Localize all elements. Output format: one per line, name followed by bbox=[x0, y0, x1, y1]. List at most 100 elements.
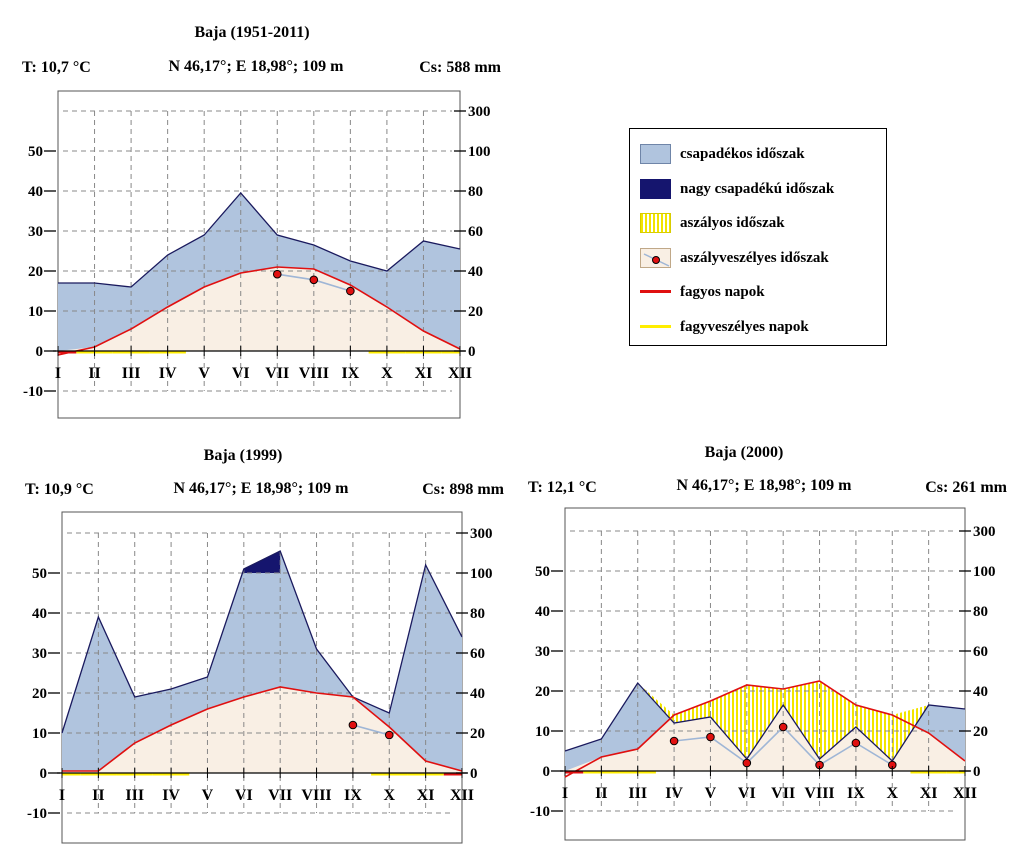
chart-title: Baja (1951-2011) bbox=[194, 24, 309, 41]
temperature-area bbox=[62, 687, 462, 773]
coordinates-label: N 46,17°; E 18,98°; 109 m bbox=[676, 477, 852, 494]
month-label-II: II bbox=[88, 365, 100, 382]
month-label-IX: IX bbox=[847, 785, 865, 802]
chart-baja-1999: Baja (1999) T: 10,9 °C N 46,17°; E 18,98… bbox=[25, 447, 505, 844]
left-tick-label--10: -10 bbox=[530, 804, 550, 820]
left-tick-label--10: -10 bbox=[27, 806, 47, 822]
right-tick-label-20: 20 bbox=[973, 724, 988, 740]
month-label-VI: VI bbox=[232, 365, 250, 382]
month-label-VII: VII bbox=[265, 365, 289, 382]
coordinates-label: N 46,17°; E 18,98°; 109 m bbox=[168, 58, 344, 75]
temperature-line bbox=[62, 686, 463, 772]
month-label-X: X bbox=[381, 365, 393, 382]
temperature-label: T: 10,7 °C bbox=[22, 59, 91, 76]
right-tick-label-80: 80 bbox=[973, 604, 988, 620]
month-label-V: V bbox=[202, 787, 214, 804]
drought-area bbox=[710, 685, 747, 759]
right-tick-label-300: 300 bbox=[973, 524, 996, 540]
right-tick-label-100: 100 bbox=[468, 144, 491, 160]
drought-area bbox=[855, 705, 893, 761]
month-label-VIII: VIII bbox=[299, 365, 329, 382]
drought-area bbox=[674, 701, 711, 723]
right-tick-label-300: 300 bbox=[470, 526, 493, 542]
precipitation-line bbox=[564, 681, 966, 763]
month-label-I: I bbox=[562, 785, 568, 802]
month-label-IV: IV bbox=[665, 785, 683, 802]
coordinates-label: N 46,17°; E 18,98°; 109 m bbox=[173, 480, 349, 497]
heavy-precipitation-area bbox=[243, 551, 281, 573]
month-label-V: V bbox=[705, 785, 717, 802]
month-label-II: II bbox=[595, 785, 607, 802]
frost-swatch bbox=[640, 282, 671, 302]
left-tick-label-40: 40 bbox=[28, 184, 43, 200]
risk-point-VIII bbox=[309, 275, 319, 285]
precipitation-line bbox=[58, 192, 461, 288]
risk-point-VII bbox=[778, 722, 788, 732]
left-tick-label-20: 20 bbox=[32, 686, 47, 702]
month-label-II: II bbox=[92, 787, 104, 804]
heavy-swatch bbox=[640, 179, 671, 199]
month-label-X: X bbox=[383, 787, 395, 804]
month-label-III: III bbox=[628, 785, 647, 802]
month-label-VII: VII bbox=[268, 787, 292, 804]
drought-area bbox=[746, 685, 784, 759]
left-tick-label-20: 20 bbox=[535, 684, 550, 700]
month-label-V: V bbox=[198, 365, 210, 382]
frostrisk-swatch bbox=[640, 317, 671, 337]
month-label-I: I bbox=[55, 365, 61, 382]
left-tick-label-30: 30 bbox=[32, 646, 47, 662]
left-tick-label-50: 50 bbox=[28, 144, 43, 160]
month-label-VII: VII bbox=[771, 785, 795, 802]
risk-point-V bbox=[706, 732, 715, 742]
left-tick-label-50: 50 bbox=[32, 566, 47, 582]
precipitation-label: Cs: 261 mm bbox=[925, 479, 1007, 496]
risk-point-X bbox=[384, 730, 394, 740]
month-label-XII: XII bbox=[448, 365, 472, 382]
month-label-I: I bbox=[59, 787, 65, 804]
left-tick-label-50: 50 bbox=[535, 564, 550, 580]
temperature-label: T: 12,1 °C bbox=[528, 479, 597, 496]
right-tick-label-80: 80 bbox=[470, 606, 485, 622]
chart-title: Baja (2000) bbox=[705, 444, 784, 461]
month-label-VI: VI bbox=[738, 785, 756, 802]
right-tick-label-80: 80 bbox=[468, 184, 483, 200]
left-tick-label-10: 10 bbox=[28, 304, 43, 320]
left-tick-label-10: 10 bbox=[32, 726, 47, 742]
month-label-XI: XI bbox=[417, 787, 435, 804]
right-tick-label-60: 60 bbox=[973, 644, 988, 660]
risk-swatch bbox=[640, 248, 671, 268]
plot-frame bbox=[564, 507, 966, 841]
chart-baja-1951-2011: Baja (1951-2011) T: 10,7 °C N 46,17°; E … bbox=[22, 24, 502, 419]
drought-swatch bbox=[640, 213, 671, 233]
precipitation-line bbox=[61, 550, 463, 734]
temperature-label: T: 10,9 °C bbox=[25, 481, 94, 498]
precipitation-label: Cs: 898 mm bbox=[422, 481, 504, 498]
month-label-XI: XI bbox=[920, 785, 938, 802]
right-tick-label-100: 100 bbox=[470, 566, 493, 582]
right-tick-label-40: 40 bbox=[468, 264, 483, 280]
chart-title: Baja (1999) bbox=[204, 447, 283, 464]
legend-label: nagy csapadékú időszak bbox=[680, 181, 835, 197]
month-label-VIII: VIII bbox=[301, 787, 331, 804]
month-label-III: III bbox=[125, 787, 144, 804]
right-tick-label-20: 20 bbox=[470, 726, 485, 742]
left-tick-label-40: 40 bbox=[32, 606, 47, 622]
right-tick-label-0: 0 bbox=[470, 766, 478, 782]
month-label-VIII: VIII bbox=[804, 785, 834, 802]
month-label-XII: XII bbox=[450, 787, 474, 804]
legend-label: aszályveszélyes időszak bbox=[680, 250, 829, 266]
left-tick-label-10: 10 bbox=[535, 724, 550, 740]
right-tick-label-20: 20 bbox=[468, 304, 483, 320]
month-label-XI: XI bbox=[415, 365, 433, 382]
risk-line bbox=[352, 724, 390, 736]
month-label-VI: VI bbox=[235, 787, 253, 804]
legend-label: aszályos időszak bbox=[680, 215, 785, 231]
risk-point-icon bbox=[643, 253, 670, 267]
right-tick-label-0: 0 bbox=[468, 344, 476, 360]
month-label-IX: IX bbox=[344, 787, 362, 804]
risk-point-VI bbox=[742, 758, 752, 768]
legend-label: fagyos napok bbox=[680, 284, 765, 300]
risk-point-IX bbox=[851, 738, 861, 748]
month-label-X: X bbox=[886, 785, 898, 802]
drought-area bbox=[819, 681, 856, 759]
